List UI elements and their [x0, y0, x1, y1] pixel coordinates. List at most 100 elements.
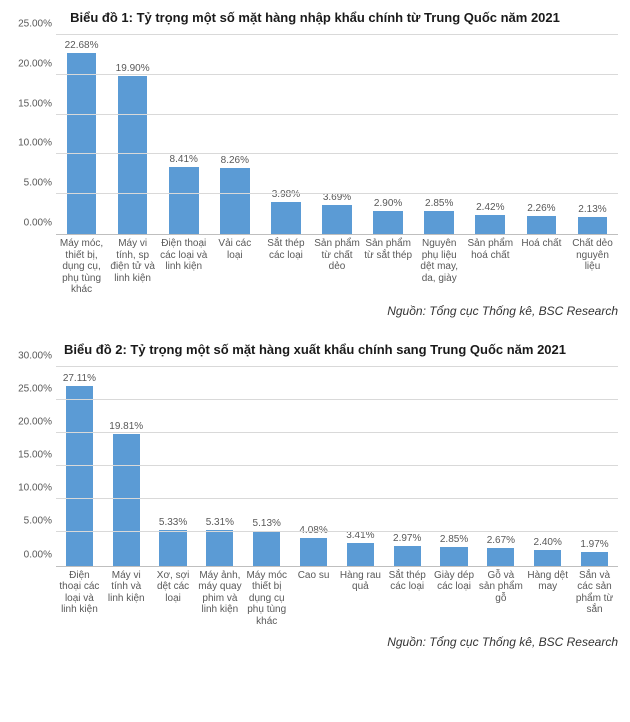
chart-bar-slot: 8.26% [209, 35, 260, 234]
chart-x-tick-label: Hàng dệt may [524, 570, 571, 628]
chart-x-tick-label: Nguyên phụ liệu dệt may, da, giày [414, 238, 465, 296]
chart-gridline [56, 74, 618, 75]
chart-bar [347, 543, 374, 566]
chart-bar-slot: 2.85% [414, 35, 465, 234]
chart-bar-value-label: 19.81% [109, 421, 143, 432]
chart-x-tick-label: Hoá chất [516, 238, 567, 296]
chart-bar-slot: 2.67% [477, 367, 524, 566]
chart-bar [66, 386, 93, 566]
chart-1-x-axis: Máy móc, thiết bị, dụng cụ, phụ tùng khá… [56, 238, 618, 296]
chart-y-tick-label: 30.00% [18, 350, 56, 361]
chart-bar-slot: 5.33% [150, 367, 197, 566]
chart-bar-value-label: 1.97% [580, 539, 608, 550]
chart-bar-slot: 4.08% [290, 367, 337, 566]
chart-y-tick-label: 15.00% [18, 98, 56, 109]
chart-bar-value-label: 2.97% [393, 533, 421, 544]
chart-bar-slot: 2.97% [384, 367, 431, 566]
chart-bar-slot: 1.97% [571, 367, 618, 566]
chart-1-plot-wrap: 22.68% 19.90% 8.41% 8.26% 3.98% 3.69% 2.90% 2.8… [56, 35, 618, 296]
chart-bar [534, 550, 561, 566]
chart-x-tick-label: Máy ảnh, máy quay phim và linh kiện [196, 570, 243, 628]
chart-bar-slot: 3.69% [311, 35, 362, 234]
chart-y-tick-label: 0.00% [24, 218, 56, 229]
chart-bar-value-label: 2.67% [487, 535, 515, 546]
chart-gridline [56, 399, 618, 400]
chart-1-panel: Biểu đồ 1: Tỷ trọng một số mặt hàng nhập… [12, 10, 618, 318]
chart-bar-slot: 2.85% [431, 367, 478, 566]
chart-y-tick-label: 5.00% [24, 178, 56, 189]
chart-bar-value-label: 5.13% [253, 518, 281, 529]
chart-x-tick-label: Sắt thép các loại [260, 238, 311, 296]
chart-bar [271, 202, 301, 234]
chart-x-tick-label: Điện thoại các loại và linh kiện [56, 570, 103, 628]
chart-bar [527, 216, 557, 234]
chart-bar-slot: 19.90% [107, 35, 158, 234]
chart-bar-slot: 5.31% [196, 367, 243, 566]
chart-y-tick-label: 25.00% [18, 383, 56, 394]
chart-bar-slot: 2.40% [524, 367, 571, 566]
chart-bar-slot: 2.13% [567, 35, 618, 234]
chart-1-plot-area: 22.68% 19.90% 8.41% 8.26% 3.98% 3.69% 2.90% 2.8… [56, 35, 618, 235]
chart-bar [440, 547, 467, 566]
chart-bar-value-label: 22.68% [65, 40, 99, 51]
chart-y-tick-label: 20.00% [18, 58, 56, 69]
chart-2-bars: 27.11%19.81%5.33%5.31%5.13%4.08%3.41%2.9… [56, 367, 618, 566]
chart-bar-value-label: 3.98% [272, 189, 300, 200]
chart-x-tick-label: Máy vi tính và linh kiện [103, 570, 150, 628]
chart-1-bars: 22.68% 19.90% 8.41% 8.26% 3.98% 3.69% 2.90% 2.8… [56, 35, 618, 234]
chart-2-plot-wrap: 27.11%19.81%5.33%5.31%5.13%4.08%3.41%2.9… [56, 367, 618, 628]
chart-gridline [56, 366, 618, 367]
chart-bar-slot: 19.81% [103, 367, 150, 566]
chart-2-x-axis: Điện thoại các loại và linh kiệnMáy vi t… [56, 570, 618, 628]
chart-bar-slot: 2.26% [516, 35, 567, 234]
chart-2-source: Nguồn: Tổng cục Thống kê, BSC Research [12, 635, 618, 649]
chart-1-title: Biểu đồ 1: Tỷ trọng một số mặt hàng nhập… [12, 10, 618, 25]
chart-bar-value-label: 2.85% [425, 198, 453, 209]
chart-bar-slot: 8.41% [158, 35, 209, 234]
chart-gridline [56, 193, 618, 194]
chart-bar [67, 53, 97, 234]
chart-gridline [56, 531, 618, 532]
chart-x-tick-label: Sắt thép các loại [384, 570, 431, 628]
chart-bar-value-label: 2.90% [374, 198, 402, 209]
chart-bar [424, 211, 454, 234]
chart-x-tick-label: Giày dép các loại [431, 570, 478, 628]
chart-bar [206, 530, 233, 565]
chart-y-tick-label: 5.00% [24, 516, 56, 527]
chart-gridline [56, 432, 618, 433]
chart-x-tick-label: Chất dẻo nguyên liệu [567, 238, 618, 296]
chart-bar [113, 434, 140, 565]
chart-bar [220, 168, 250, 234]
chart-x-tick-label: Sản phẩm từ chất dẻo [311, 238, 362, 296]
chart-bar [169, 167, 199, 234]
chart-gridline [56, 465, 618, 466]
chart-y-tick-label: 15.00% [18, 450, 56, 461]
chart-y-tick-label: 0.00% [24, 549, 56, 560]
chart-gridline [56, 153, 618, 154]
chart-1-source: Nguồn: Tổng cục Thống kê, BSC Research [12, 304, 618, 318]
chart-bar [578, 217, 608, 234]
chart-bar-slot: 3.41% [337, 367, 384, 566]
chart-bar [373, 211, 403, 234]
chart-y-tick-label: 10.00% [18, 483, 56, 494]
chart-x-tick-label: Cao su [290, 570, 337, 628]
chart-x-tick-label: Điện thoại các loại và linh kiện [158, 238, 209, 296]
chart-bar-value-label: 2.40% [534, 537, 562, 548]
chart-x-tick-label: Sản phẩm từ sắt thép [363, 238, 414, 296]
chart-bar-slot: 5.13% [243, 367, 290, 566]
chart-bar [253, 531, 280, 565]
chart-bar-value-label: 8.26% [221, 155, 249, 166]
chart-bar [581, 552, 608, 565]
chart-x-tick-label: Vải các loại [209, 238, 260, 296]
chart-bar-slot: 3.98% [260, 35, 311, 234]
chart-gridline [56, 114, 618, 115]
chart-bar [475, 215, 505, 234]
chart-bar-value-label: 2.26% [527, 203, 555, 214]
chart-2-plot-area: 27.11%19.81%5.33%5.31%5.13%4.08%3.41%2.9… [56, 367, 618, 567]
chart-bar [487, 548, 514, 566]
chart-bar-value-label: 19.90% [116, 63, 150, 74]
chart-y-tick-label: 20.00% [18, 416, 56, 427]
chart-x-tick-label: Máy móc thiết bị dụng cụ phụ tùng khác [243, 570, 290, 628]
chart-bar-value-label: 2.85% [440, 534, 468, 545]
chart-x-tick-label: Gỗ và sản phẩm gỗ [477, 570, 524, 628]
